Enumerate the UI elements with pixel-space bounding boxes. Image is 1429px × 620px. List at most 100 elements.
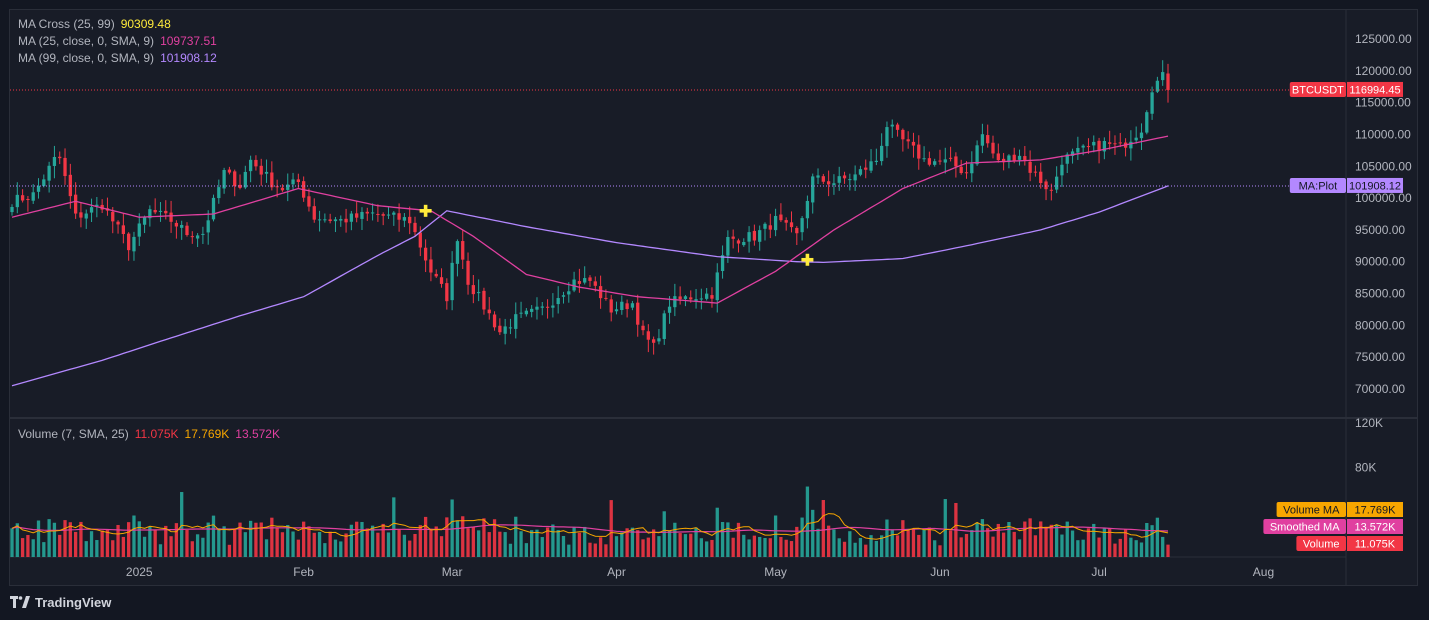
volume-bar	[943, 499, 947, 557]
candle-body	[227, 169, 232, 173]
candle-body	[779, 214, 783, 221]
candle-body	[1092, 141, 1096, 146]
volume-bar	[248, 520, 253, 557]
candle-body	[461, 241, 465, 260]
ma-plot-badge-label: MA:Plot	[1299, 180, 1338, 192]
volume-bar	[1150, 525, 1154, 557]
volume-bar	[784, 539, 788, 557]
volume-bar	[238, 522, 242, 557]
candle-body	[651, 339, 656, 343]
volume-bar	[360, 521, 364, 557]
candle-body	[498, 325, 502, 333]
candle-body	[991, 142, 995, 154]
volume-bar	[874, 540, 878, 557]
candle-body	[980, 134, 985, 146]
volume-bar	[492, 519, 497, 557]
candle-body	[699, 298, 704, 300]
candle-body	[148, 209, 152, 219]
volume-bar	[880, 535, 884, 557]
price-tick-label: 100000.00	[1355, 191, 1412, 205]
volume-bar	[948, 530, 953, 557]
volume-bar	[1044, 526, 1048, 557]
volume-bar	[805, 486, 810, 557]
candle-body	[805, 200, 810, 219]
candle-body	[370, 212, 375, 214]
volume-bar	[646, 537, 650, 557]
candle-body	[482, 290, 486, 310]
ma-cross-marker	[419, 204, 432, 217]
volume-bar	[986, 528, 990, 557]
candle-body	[577, 281, 582, 284]
candle-body	[1054, 176, 1059, 190]
price-tick-label: 75000.00	[1355, 350, 1405, 364]
price-badge: BTCUSDT 116994.45	[1289, 81, 1403, 97]
legend-ma-cross[interactable]: MA Cross (25, 99) 90309.48	[18, 16, 171, 33]
legend-volume[interactable]: Volume (7, SMA, 25) 11.075K 17.769K 13.572K	[18, 426, 280, 443]
candle-body	[1086, 146, 1091, 148]
candle-body	[996, 153, 1000, 161]
tradingview-watermark[interactable]: TradingView	[10, 594, 111, 610]
volume-bar	[291, 531, 295, 557]
candle-body	[217, 187, 221, 199]
legend-ma25[interactable]: MA (25, close, 0, SMA, 9) 109737.51	[18, 33, 217, 50]
candle-body	[455, 241, 460, 264]
candle-body	[429, 259, 433, 273]
candle-body	[307, 196, 311, 207]
candle-body	[158, 210, 163, 212]
volume-bar	[206, 522, 210, 557]
candle-body	[1129, 141, 1133, 149]
legend-ma99[interactable]: MA (99, close, 0, SMA, 9) 101908.12	[18, 50, 217, 67]
candle-body	[842, 175, 847, 179]
volume-bar	[938, 545, 942, 557]
volume-bar	[906, 530, 910, 557]
candle-body	[922, 158, 926, 160]
volume-bar	[705, 541, 709, 557]
candle-body	[593, 281, 597, 286]
candle-body	[864, 167, 868, 170]
candle-body	[641, 325, 645, 331]
volume-bar	[434, 526, 438, 557]
tradingview-wordmark: TradingView	[35, 594, 112, 610]
time-tick-label: May	[764, 565, 787, 579]
volume-bar	[1007, 521, 1011, 557]
candle-body	[545, 306, 550, 308]
volume-bar	[614, 536, 619, 557]
candle-body	[418, 232, 422, 248]
volume-bar	[832, 529, 836, 557]
price-tick-label: 95000.00	[1355, 223, 1405, 237]
candle-body	[752, 230, 757, 241]
volume-bar	[105, 530, 110, 557]
volume-bar	[593, 543, 597, 557]
legend-ma99-value: 101908.12	[160, 51, 217, 65]
volume-bar	[153, 529, 157, 557]
volume-bar	[530, 530, 534, 557]
candle-body	[689, 297, 693, 300]
volume-bar	[1097, 537, 1101, 557]
volume-bar	[1081, 539, 1085, 557]
candle-body	[869, 161, 873, 171]
volume-badge-label: Volume	[1303, 539, 1340, 551]
candle-body	[423, 247, 428, 261]
candle-body	[1150, 92, 1154, 114]
candle-body	[333, 219, 338, 222]
volume-bar	[349, 524, 354, 557]
volume-bar	[370, 525, 375, 557]
volume-bar	[217, 528, 221, 557]
candle-body	[784, 220, 788, 223]
candle-body	[1118, 142, 1122, 144]
volume-bar	[408, 540, 412, 557]
volume-bar	[1054, 524, 1059, 557]
candle-body	[826, 181, 831, 185]
candle-body	[1017, 155, 1022, 160]
volume-bar	[222, 526, 226, 557]
volume-bar	[842, 541, 847, 557]
candle-body	[1081, 145, 1085, 148]
volume-bar	[47, 519, 51, 557]
candle-body	[715, 272, 719, 301]
volume-bar	[556, 530, 560, 557]
candle-body	[1012, 154, 1016, 162]
candle-body	[111, 211, 115, 222]
volume-bar	[423, 516, 428, 557]
candle-body	[323, 219, 327, 221]
